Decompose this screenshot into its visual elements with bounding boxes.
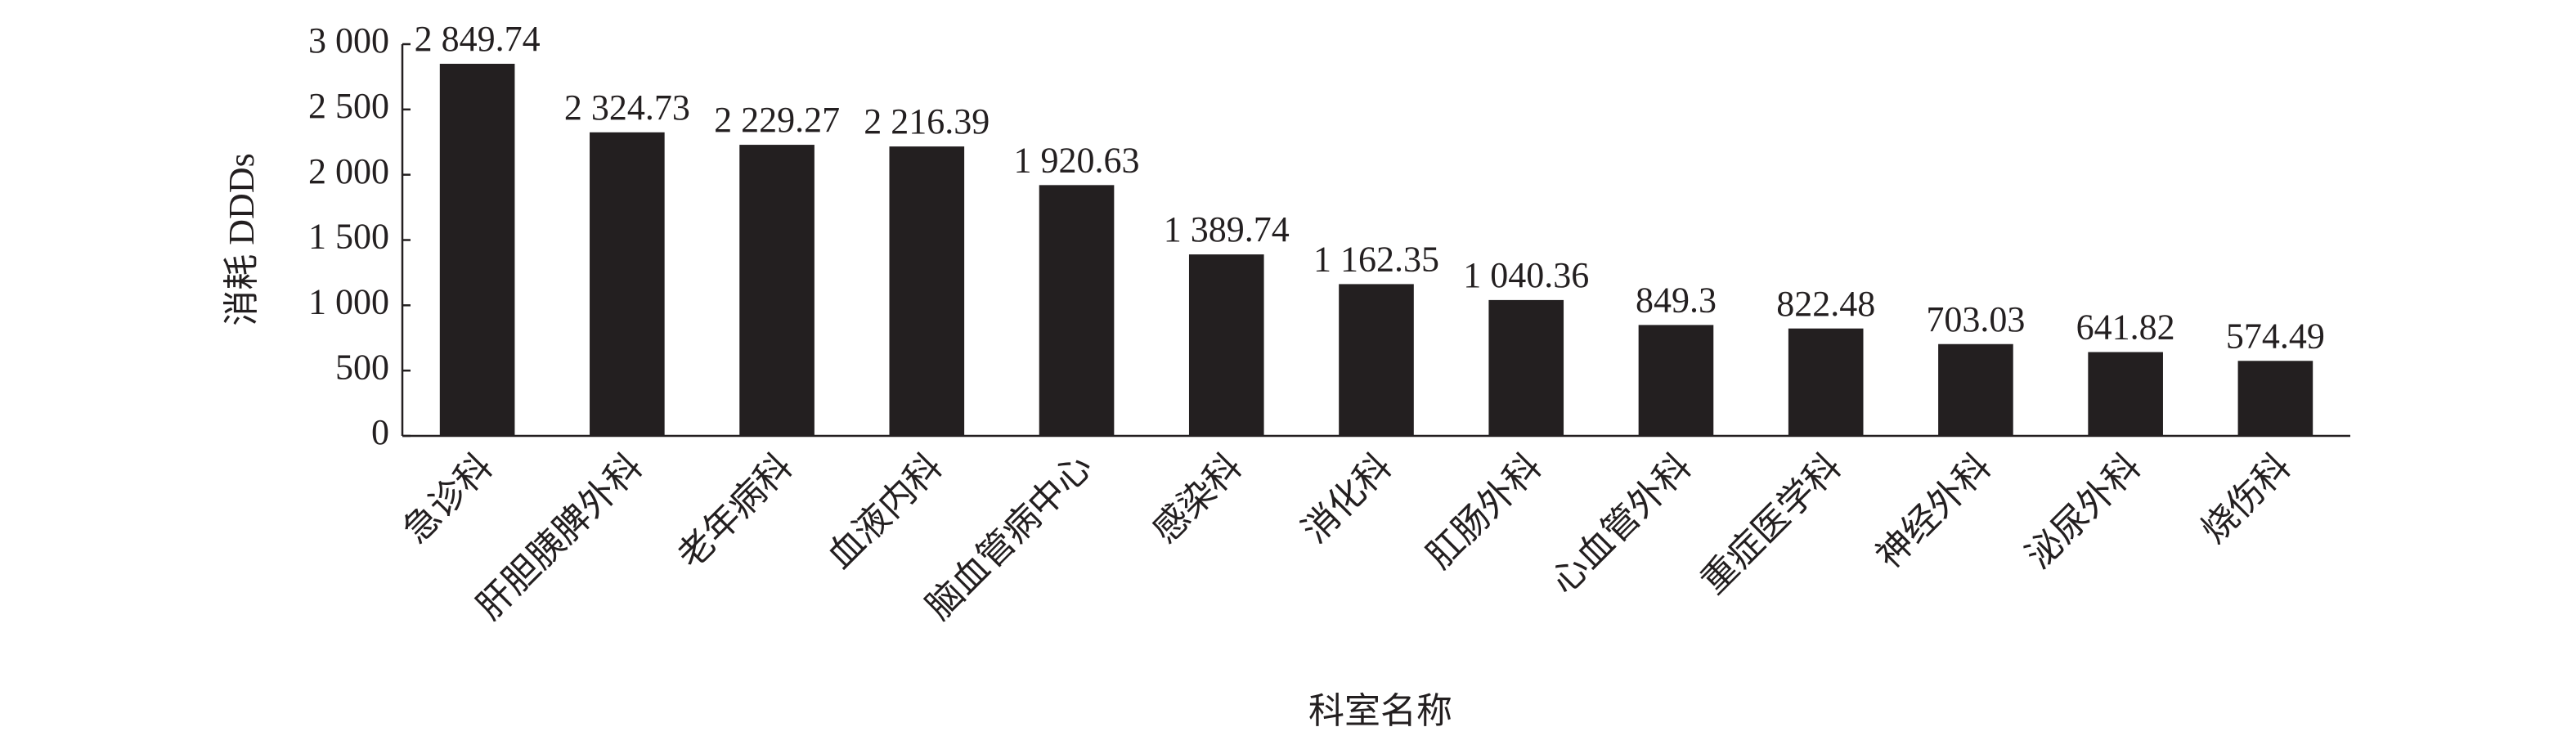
bar bbox=[1039, 185, 1115, 436]
y-tick-label: 3 000 bbox=[308, 20, 389, 61]
y-tick-label: 2 000 bbox=[308, 151, 389, 191]
x-tick-label: 神经外科 bbox=[1869, 447, 1999, 577]
value-label: 2 849.74 bbox=[415, 19, 541, 59]
x-tick-label: 泌尿外科 bbox=[2018, 447, 2148, 577]
x-tick-label: 血液内科 bbox=[819, 447, 949, 577]
value-label: 2 229.27 bbox=[714, 100, 840, 140]
value-label: 1 389.74 bbox=[1164, 209, 1290, 249]
x-tick-label: 心血管外科 bbox=[1543, 447, 1699, 602]
bar bbox=[2088, 352, 2163, 436]
value-label: 641.82 bbox=[2076, 307, 2175, 348]
bar bbox=[1638, 325, 1714, 436]
y-tick-label: 2 500 bbox=[308, 86, 389, 126]
bar bbox=[739, 145, 815, 437]
value-label: 822.48 bbox=[1776, 284, 1875, 324]
bar bbox=[889, 146, 965, 436]
value-label: 703.03 bbox=[1926, 299, 2025, 339]
y-tick-label: 0 bbox=[371, 412, 389, 452]
value-label: 574.49 bbox=[2226, 316, 2325, 356]
value-label: 2 216.39 bbox=[864, 101, 990, 141]
value-label: 1 920.63 bbox=[1014, 140, 1140, 180]
y-tick-label: 1 000 bbox=[308, 281, 389, 321]
y-tick-label: 500 bbox=[335, 347, 389, 387]
x-tick-label: 肛肠外科 bbox=[1419, 447, 1549, 577]
x-tick-label: 老年病科 bbox=[670, 447, 800, 577]
value-label: 849.3 bbox=[1636, 280, 1717, 320]
value-label: 1 040.36 bbox=[1463, 255, 1589, 295]
bar bbox=[1938, 343, 2013, 436]
bar bbox=[439, 63, 515, 436]
bar bbox=[1188, 254, 1264, 436]
bar bbox=[1788, 328, 1864, 436]
bar bbox=[1339, 284, 1414, 436]
x-axis-title: 科室名称 bbox=[1308, 691, 1452, 731]
x-tick-label: 烧伤科 bbox=[2194, 447, 2299, 551]
value-label: 2 324.73 bbox=[564, 88, 690, 128]
bar bbox=[1488, 299, 1564, 436]
bar bbox=[2237, 361, 2313, 436]
y-axis-title: 消耗 DDDs bbox=[222, 153, 262, 325]
x-tick-label: 感染科 bbox=[1145, 447, 1250, 551]
x-tick-label: 消化科 bbox=[1295, 447, 1399, 551]
x-tick-label: 重症医学科 bbox=[1694, 447, 1849, 602]
bar bbox=[590, 132, 665, 436]
value-label: 1 162.35 bbox=[1313, 240, 1439, 280]
x-tick-label: 急诊科 bbox=[396, 447, 500, 551]
y-tick-label: 1 500 bbox=[308, 217, 389, 257]
